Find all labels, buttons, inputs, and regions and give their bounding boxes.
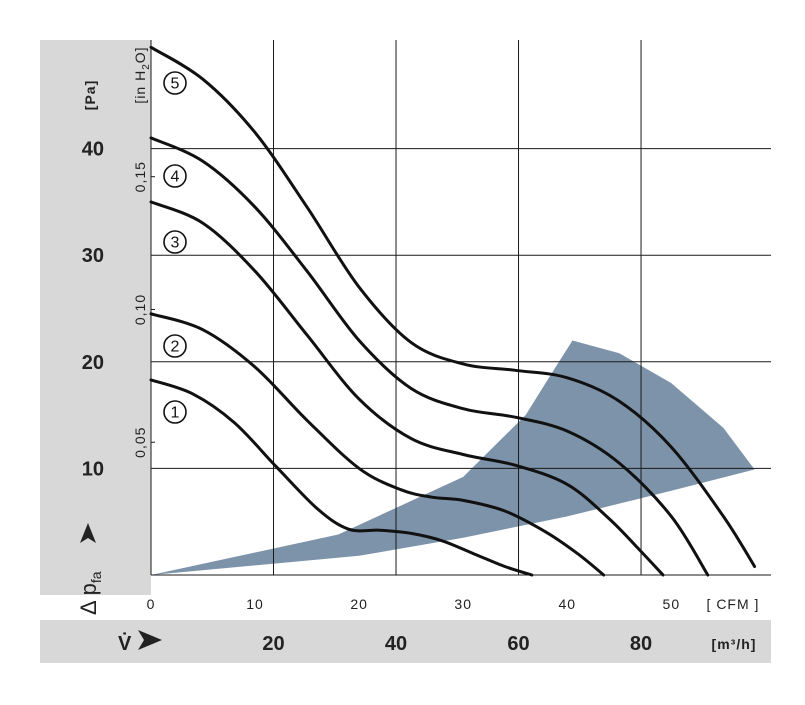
- curve-marker-5: 5: [163, 71, 187, 95]
- curve-4: [149, 136, 710, 577]
- x-tick-m3h: 80: [630, 633, 652, 655]
- y-axis-inh2o-ticks: 0,05 0,10 0,15: [132, 161, 155, 458]
- x-axis-symbol: V̇: [118, 631, 132, 655]
- cfm-axis-strip: [151, 575, 771, 620]
- operating-region: [151, 340, 755, 575]
- y-tick-pa: 30: [82, 245, 104, 267]
- x-axis-m3h-unit: [m³/h]: [712, 636, 757, 652]
- curve-marker-label: 3: [171, 235, 180, 252]
- x-axis-cfm-ticks: 0 10 20 30 40 50: [147, 596, 681, 612]
- x-tick-cfm: 0: [147, 596, 156, 612]
- inh2o-unit-suffix: O]: [132, 46, 148, 63]
- x-tick-cfm: 20: [350, 596, 368, 612]
- y-axis-inh2o-unit: [in H2O]: [132, 46, 152, 103]
- x-axis-arrow-icon: [138, 630, 162, 650]
- y-tick-inh2o: 0,15: [132, 161, 148, 192]
- x-tick-m3h: 40: [385, 633, 407, 655]
- curve-1: [149, 378, 534, 577]
- y-tick-inh2o: 0,05: [132, 427, 148, 458]
- curve-marker-4: 4: [163, 164, 187, 188]
- y-axis-symbol: Δ p: [76, 583, 101, 615]
- inh2o-unit-sub: 2: [141, 63, 152, 70]
- x-tick-cfm: 50: [663, 596, 681, 612]
- y-axis-pa-unit: [Pa]: [82, 80, 98, 110]
- curve-marker-1: 1: [163, 400, 187, 424]
- y-axis-title-text: Δ pfa: [76, 571, 104, 615]
- curve-marker-label: 2: [171, 339, 180, 356]
- curve-3: [149, 200, 665, 577]
- x-axis-m3h-ticks: 20 40 60 80: [262, 633, 652, 655]
- y-tick-pa: 10: [82, 458, 104, 480]
- curve-marker-3: 3: [163, 230, 187, 254]
- inh2o-unit-prefix: [in H: [132, 70, 148, 104]
- curve-5: [149, 45, 757, 568]
- x-axis-title: V̇: [118, 630, 162, 655]
- curve-markers-layer: 1 2 3 4 5: [163, 71, 187, 424]
- curve-marker-circle: [163, 164, 187, 188]
- x-axis-cfm-unit: [ CFM ]: [707, 596, 760, 612]
- curve-marker-label: 1: [171, 405, 180, 422]
- operating-region-layer: [151, 340, 755, 575]
- curve-marker-circle: [163, 334, 187, 358]
- grid-layer: [150, 40, 771, 576]
- y-tick-pa: 40: [82, 139, 104, 161]
- y-axis-arrow-icon: [80, 523, 96, 543]
- y-axis-pa-ticks: 10 20 30 40: [82, 139, 104, 481]
- bottom-axis-panel: [40, 620, 771, 663]
- x-tick-cfm: 10: [246, 596, 264, 612]
- y-tick-pa: 20: [82, 352, 104, 374]
- x-tick-m3h: 20: [262, 633, 284, 655]
- x-tick-m3h: 60: [507, 633, 529, 655]
- curve-marker-2: 2: [163, 334, 187, 358]
- left-axis-panel: [40, 40, 151, 595]
- x-tick-cfm: 40: [558, 596, 576, 612]
- y-tick-inh2o: 0,10: [132, 294, 148, 325]
- y-axis-subscript: fa: [88, 571, 104, 583]
- curve-marker-label: 4: [171, 169, 180, 186]
- curve-marker-circle: [163, 230, 187, 254]
- x-tick-cfm: 30: [454, 596, 472, 612]
- curve-2: [149, 312, 606, 577]
- y-axis-title: Δ pfa: [76, 523, 104, 615]
- curves-layer: [149, 45, 757, 577]
- curve-marker-circle: [163, 71, 187, 95]
- curve-marker-label: 5: [171, 76, 180, 93]
- curve-marker-circle: [163, 400, 187, 424]
